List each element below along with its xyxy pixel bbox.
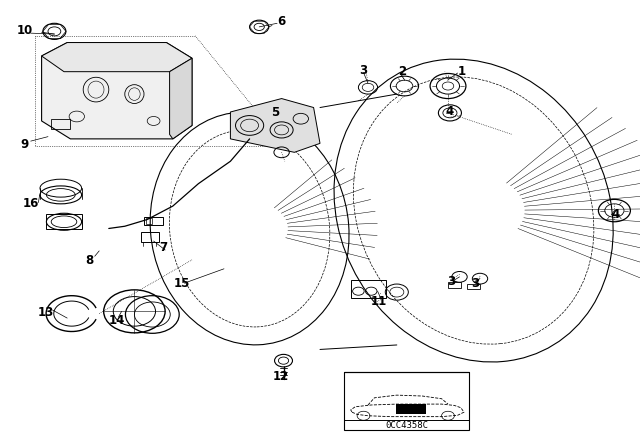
Bar: [144, 217, 163, 225]
Text: 15: 15: [173, 276, 190, 290]
Bar: [51, 119, 70, 129]
Text: 2: 2: [398, 65, 406, 78]
Text: 7: 7: [159, 241, 167, 254]
Text: 9: 9: [20, 138, 28, 151]
Text: 8: 8: [86, 254, 93, 267]
Text: 1: 1: [458, 65, 466, 78]
Bar: [351, 280, 386, 298]
Text: 5: 5: [271, 106, 279, 120]
Text: 6: 6: [278, 14, 285, 28]
Bar: [448, 282, 461, 288]
Text: 4: 4: [445, 104, 453, 118]
Text: 3: 3: [360, 64, 367, 78]
Bar: [396, 404, 426, 414]
Polygon shape: [170, 58, 192, 139]
Text: 14: 14: [108, 314, 125, 327]
Text: 12: 12: [272, 370, 289, 383]
Text: 13: 13: [38, 306, 54, 319]
Polygon shape: [42, 43, 192, 139]
Polygon shape: [42, 43, 192, 72]
Text: 3: 3: [471, 276, 479, 290]
Bar: [344, 372, 469, 430]
Bar: [141, 232, 159, 242]
Text: 3: 3: [447, 275, 455, 288]
Bar: [146, 218, 152, 224]
Polygon shape: [230, 99, 320, 152]
Bar: [46, 214, 82, 229]
Text: 10: 10: [16, 24, 33, 37]
Text: 0CC4358C: 0CC4358C: [385, 421, 428, 430]
Bar: [467, 284, 480, 289]
Text: 11: 11: [371, 294, 387, 308]
Text: 4: 4: [612, 207, 620, 221]
Text: 16: 16: [22, 197, 39, 211]
